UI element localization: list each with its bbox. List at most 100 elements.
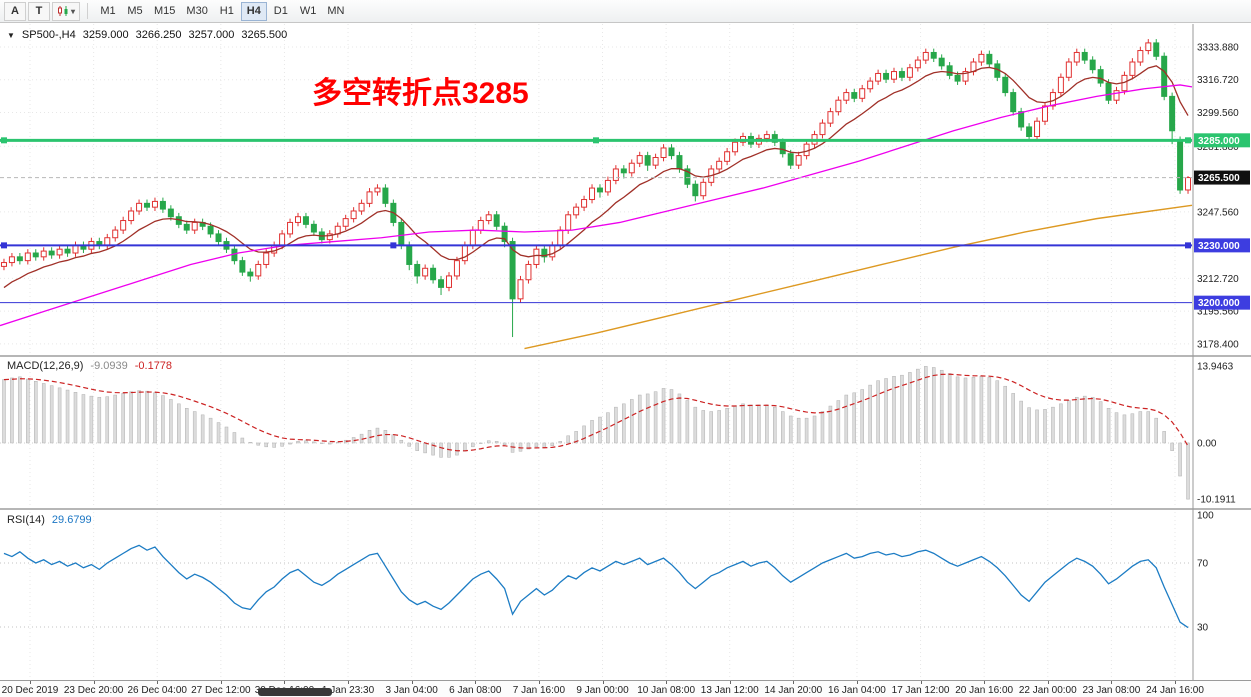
timeframe-group: M1 M5 M15 M30 H1 H4 D1 W1 MN [95, 1, 349, 21]
svg-text:3247.560: 3247.560 [1197, 207, 1239, 218]
timeframe-button-mn[interactable]: MN [322, 2, 349, 21]
time-axis-label: 7 Jan 16:00 [512, 685, 566, 696]
svg-text:30: 30 [1197, 623, 1209, 634]
line-handle[interactable] [390, 242, 397, 249]
svg-text:13.9463: 13.9463 [1197, 362, 1234, 373]
toolbar: A T ▾ M1 M5 M15 M30 H1 H4 D1 W1 MN [0, 0, 1251, 23]
ma-fast-line [3, 65, 1189, 289]
rsi-name: RSI(14) [7, 514, 45, 526]
time-axis-label: 24 Jan 16:00 [1146, 685, 1204, 696]
gridlines [0, 24, 1192, 680]
ma-mid-line [0, 84, 1193, 327]
horizontal-line-3230[interactable] [0, 242, 1192, 249]
chart-canvas[interactable]: 3333.8803316.7203299.5603281.8803247.560… [0, 24, 1251, 680]
time-tick [729, 681, 731, 684]
time-axis-label: 6 Jan 08:00 [449, 685, 502, 696]
time-axis-label: 10 Jan 08:00 [637, 685, 696, 696]
price-badge-3200.000: 3200.000 [1194, 295, 1250, 310]
candlestick-icon [57, 5, 69, 17]
timeframe-button-m30[interactable]: M30 [181, 2, 212, 21]
time-axis-label: 3 Jan 04:00 [385, 685, 438, 696]
time-tick [666, 681, 668, 684]
time-axis-label: 13 Jan 12:00 [700, 685, 759, 696]
time-axis-label: 23 Jan 08:00 [1082, 685, 1141, 696]
ohlc-open: 3259.000 [82, 29, 129, 41]
time-axis-label: 26 Dec 04:00 [127, 685, 187, 696]
time-tick [411, 681, 413, 684]
time-axis-label: 16 Jan 04:00 [828, 685, 886, 696]
time-tick [348, 681, 350, 684]
chart-style-button[interactable]: ▾ [52, 1, 81, 21]
svg-text:70: 70 [1197, 558, 1209, 569]
macd-histogram [2, 366, 1190, 500]
ohlc-close: 3265.500 [241, 29, 288, 41]
macd-signal-value: -0.1778 [134, 360, 173, 372]
rsi-label: RSI(14) 29.6799 [7, 514, 92, 526]
time-tick [856, 681, 858, 684]
svg-text:3265.500: 3265.500 [1198, 173, 1240, 184]
svg-text:3195.560: 3195.560 [1197, 307, 1239, 318]
line-handle[interactable] [1, 242, 7, 249]
time-axis-label: 14 Jan 20:00 [764, 685, 823, 696]
horizontal-line-3285[interactable] [0, 137, 1192, 144]
price-axis-scale[interactable] [1193, 24, 1251, 680]
time-tick [1175, 681, 1176, 684]
time-axis-label: 9 Jan 00:00 [576, 685, 629, 696]
timeframe-button-m15[interactable]: M15 [149, 2, 180, 21]
candles-layer [0, 39, 1192, 338]
toolbar-separator [87, 3, 89, 19]
time-tick [220, 681, 222, 684]
time-axis-label: 20 Dec 2019 [1, 685, 59, 696]
svg-text:3178.400: 3178.400 [1197, 339, 1239, 350]
cursor-tool-button[interactable]: A [4, 1, 26, 21]
svg-text:0.00: 0.00 [1197, 438, 1217, 449]
time-tick [93, 681, 95, 684]
panel-divider[interactable] [0, 355, 1251, 357]
rsi-value: 29.6799 [51, 514, 92, 526]
time-axis-label: 27 Dec 12:00 [191, 685, 251, 696]
time-tick [538, 681, 540, 684]
timeframe-button-m1[interactable]: M1 [95, 2, 121, 21]
time-axis-label: 22 Jan 00:00 [1018, 685, 1077, 696]
time-tick [284, 681, 286, 684]
collapse-arrow-icon[interactable]: ▼ [7, 30, 15, 40]
ohlc-low: 3257.000 [188, 29, 235, 41]
rsi-line [3, 544, 1189, 629]
svg-text:-10.1911: -10.1911 [1197, 495, 1236, 506]
svg-text:3299.560: 3299.560 [1197, 108, 1239, 119]
timeframe-button-d1[interactable]: D1 [268, 2, 294, 21]
time-axis-label: 17 Jan 12:00 [891, 685, 950, 696]
timeframe-button-m5[interactable]: M5 [122, 2, 148, 21]
svg-text:100: 100 [1197, 510, 1214, 521]
line-handle[interactable] [1185, 242, 1191, 249]
symbol-ohlc-readout: ▼ SP500-,H4 3259.000 3266.250 3257.000 3… [7, 29, 287, 41]
line-handle[interactable] [1, 137, 7, 144]
panel-divider[interactable] [0, 508, 1251, 510]
price-badge-3285.000: 3285.000 [1194, 133, 1250, 148]
time-tick [157, 681, 159, 684]
svg-text:3333.880: 3333.880 [1197, 42, 1239, 53]
line-handle[interactable] [1185, 137, 1191, 144]
time-axis-label: 20 Jan 16:00 [955, 685, 1014, 696]
time-tick [602, 681, 604, 684]
time-axis-label: 1 Jan 23:30 [321, 685, 375, 696]
line-handle[interactable] [593, 137, 599, 144]
chevron-down-icon: ▾ [71, 6, 76, 16]
timeframe-button-w1[interactable]: W1 [295, 2, 322, 21]
svg-text:3230.000: 3230.000 [1198, 241, 1240, 252]
price-axis: 3333.8803316.7203299.5603281.8803247.560… [1197, 42, 1239, 633]
svg-text:3285.000: 3285.000 [1198, 136, 1240, 147]
time-axis-label: 23 Dec 20:00 [63, 685, 124, 696]
timeframe-button-h4[interactable]: H4 [240, 1, 267, 21]
scrollbar-thumb[interactable] [258, 688, 332, 696]
ohlc-high: 3266.250 [135, 29, 182, 41]
price-badge-3230.000: 3230.000 [1194, 238, 1250, 253]
text-tool-button[interactable]: T [28, 1, 50, 21]
symbol-name: SP500-,H4 [21, 29, 76, 41]
ma-slow-line [524, 204, 1193, 350]
time-tick [1111, 681, 1113, 684]
time-axis[interactable]: 20 Dec 2019 23 Dec 20:00 26 Dec 04:00 27 De… [0, 680, 1251, 697]
time-tick [793, 681, 795, 684]
svg-text:3200.000: 3200.000 [1198, 298, 1240, 309]
timeframe-button-h1[interactable]: H1 [214, 2, 240, 21]
